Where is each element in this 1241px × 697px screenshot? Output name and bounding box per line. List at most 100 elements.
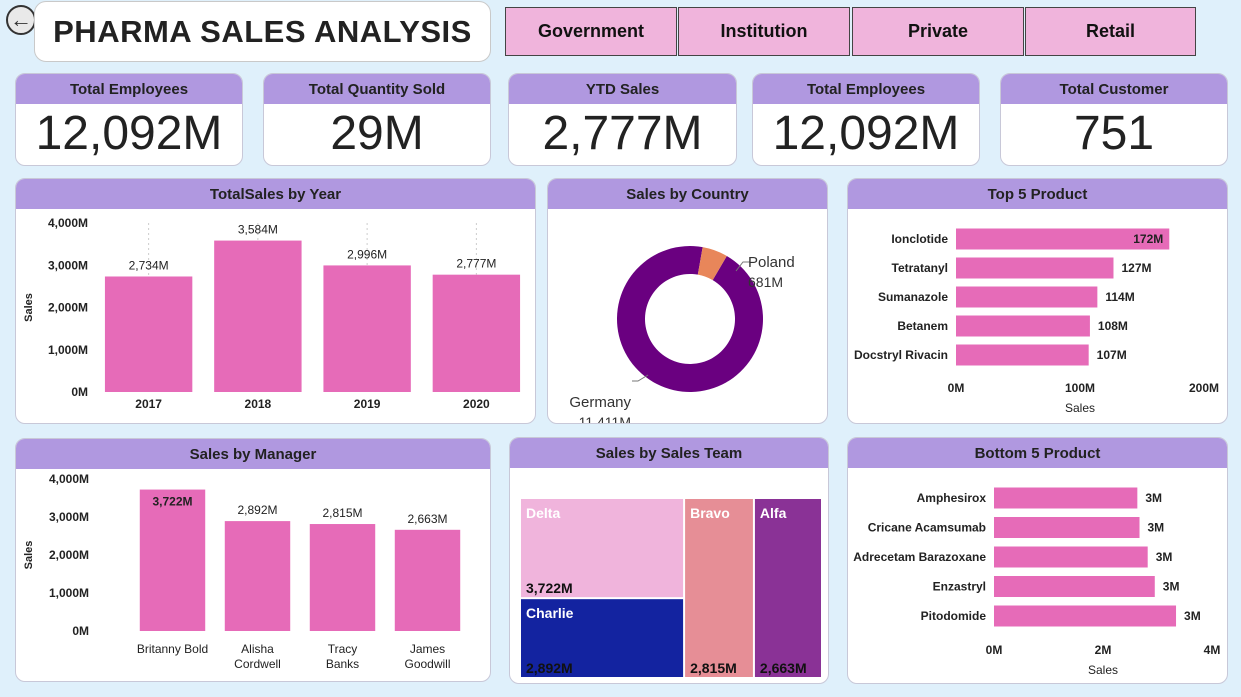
slice-name-label: Poland [748,254,795,271]
chart-sales-by-year-plot: 0M 1,000M 2,000M 3,000M 4,000M Sales 2,734M 201… [23,216,521,411]
bar [956,315,1090,337]
kpi-value: 2,777M [542,107,703,160]
data-label: 2,777M [456,257,496,271]
donut-slice [697,247,727,281]
category-label: Betanem [897,319,948,333]
chart-sales-by-sales-team: Sales by Sales Team Delta 3,722M Charlie 2,… [509,437,829,684]
category-label: Britanny Bold [137,642,208,656]
kpi-label: YTD Sales [509,74,736,104]
y-tick-label: 2,000M [48,301,88,315]
treemap-name-label: Charlie [526,605,574,621]
bar [956,344,1089,366]
data-label: 172M [1133,232,1163,246]
segment-private-button[interactable]: Private [852,7,1024,56]
y-tick-label: 4,000M [49,472,89,486]
kpi-label: Total Employees [753,74,979,104]
y-tick-label: 3,000M [48,258,88,272]
category-label: Banks [326,657,359,671]
y-axis-label: Sales [23,293,35,322]
data-label: 3M [1156,550,1173,564]
y-tick-label: 4,000M [48,216,88,230]
title-box: PHARMA SALES ANALYSIS [34,1,491,62]
data-label: 2,892M [237,503,277,517]
kpi-label: Total Employees [16,74,242,104]
treemap-cell [685,499,753,677]
y-tick-label: 1,000M [48,343,88,357]
kpi-card-total-employees-2: Total Employees 12,092M [752,73,980,166]
category-label: Cricane Acamsumab [868,521,986,535]
category-label: 2020 [463,397,490,411]
bar [956,257,1114,279]
data-label: 2,663M [407,512,447,526]
data-label: 107M [1097,348,1127,362]
bar [994,546,1148,568]
kpi-value: 29M [330,107,424,160]
y-tick-label: 0M [71,385,88,399]
data-label: 2,996M [347,247,387,261]
treemap-value-label: 2,815M [690,660,737,676]
category-label: Sumanazole [878,290,948,304]
x-axis-label: Sales [1088,663,1118,677]
kpi-card-total-customer: Total Customer 751 [1000,73,1228,166]
category-label: Docstryl Rivacin [854,348,948,362]
y-tick-label: 1,000M [49,586,89,600]
chart-title: Sales by Country [548,179,827,209]
chart-sales-by-sales-team-plot: Delta 3,722M Charlie 2,892M Bravo 2,815M Alfa 2… [521,499,821,677]
y-tick-label: 3,000M [49,510,89,524]
chart-top-5-product-plot: Ionclotide 172M Tetratanyl 127M Sumanazole 11… [854,228,1219,415]
segment-retail-button[interactable]: Retail [1025,7,1196,56]
category-label: Cordwell [234,657,281,671]
chart-title: TotalSales by Year [16,179,535,209]
bar [224,521,291,631]
leader-line [632,374,649,382]
data-label: 3M [1184,609,1201,623]
chart-sales-by-manager: Sales by Manager 0M 1,000M 2,000M 3,000M 4,0… [15,438,491,682]
page-title: PHARMA SALES ANALYSIS [53,13,472,49]
category-label: James [410,642,445,656]
x-tick-label: 0M [986,643,1003,657]
bar [956,286,1098,308]
bar [309,524,376,631]
chart-bottom-5-product-plot: Amphesirox 3M Cricane Acamsumab 3M Adrecetam… [853,487,1220,677]
chart-sales-by-country-plot: Poland 681M Germany 11,411M [569,246,795,423]
leader-line [735,261,750,272]
category-label: Adrecetam Barazoxane [853,550,986,564]
data-label: 114M [1105,290,1134,304]
kpi-value: 12,092M [772,107,960,160]
segment-institution-button[interactable]: Institution [678,7,850,56]
chart-title: Sales by Manager [16,439,490,469]
segment-government-button[interactable]: Government [505,7,677,56]
data-label: 108M [1098,319,1128,333]
kpi-label: Total Customer [1001,74,1227,104]
chart-bottom-5-product: Bottom 5 Product Amphesirox 3M Cricane Aca… [847,437,1228,684]
bar [956,228,1170,250]
data-label: 3,584M [238,223,278,237]
x-tick-label: 200M [1189,381,1219,395]
back-arrow-icon[interactable]: ← [6,5,36,35]
data-label: 3M [1148,521,1165,535]
kpi-card-ytd-sales: YTD Sales 2,777M [508,73,737,166]
category-label: 2018 [245,397,272,411]
category-label: Tracy [328,642,358,656]
chart-sales-by-year: TotalSales by Year 0M 1,000M 2,000M 3,000M 4… [15,178,536,424]
x-tick-label: 2M [1095,643,1112,657]
bar [994,576,1155,597]
kpi-value: 751 [1073,107,1155,160]
kpi-value: 12,092M [35,107,223,160]
slice-name-label: Germany [569,394,631,411]
bar [214,240,302,392]
x-tick-label: 100M [1065,381,1095,395]
bar [139,489,206,631]
data-label: 2,815M [322,506,362,520]
kpi-card-total-quantity-sold: Total Quantity Sold 29M [263,73,491,166]
treemap-name-label: Delta [526,505,560,521]
bar [323,265,411,392]
data-label: 2,734M [129,258,169,272]
data-label: 3M [1145,491,1162,505]
category-label: 2017 [135,397,162,411]
bar [394,529,461,631]
chart-title: Top 5 Product [848,179,1227,209]
chart-sales-by-country: Sales by Country Poland 681M Germany 11,411… [547,178,828,424]
chart-top-5-product: Top 5 Product Ionclotide 172M Tetratanyl 12… [847,178,1228,424]
donut-slice [617,246,763,392]
